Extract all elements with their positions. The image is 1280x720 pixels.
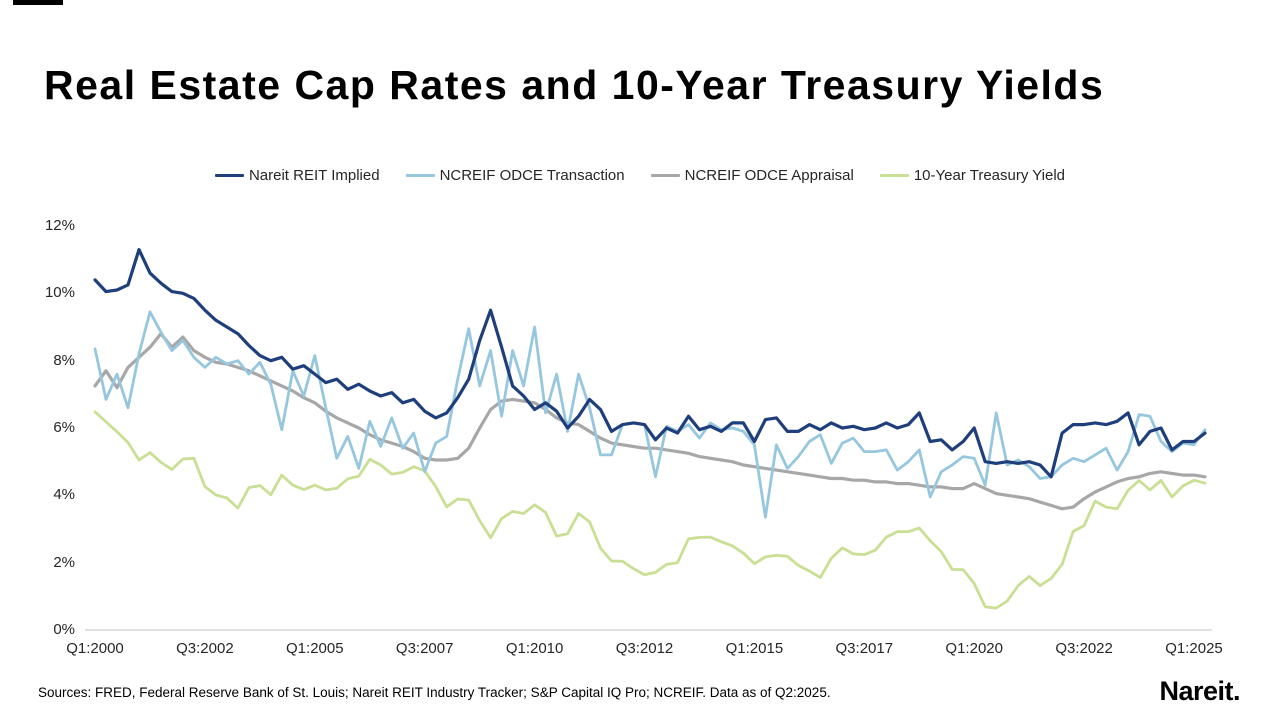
legend-label: NCREIF ODCE Transaction [439,167,625,184]
chart-legend: Nareit REIT Implied NCREIF ODCE Transacti… [0,167,1280,184]
legend-item-ncreif-odce-transaction: NCREIF ODCE Transaction [405,167,625,184]
x-axis-label: Q1:2010 [505,640,564,657]
legend-swatch-ncreif-odce-appraisal [650,173,680,178]
y-axis-label: 0% [53,621,75,638]
legend-swatch-10-year-treasury-yield [879,173,909,178]
y-axis-label: 10% [44,284,75,302]
x-axis-label: Q3:2017 [835,640,894,657]
legend-swatch-ncreif-odce-transaction [405,173,435,178]
x-axis-label: Q3:2007 [395,640,454,657]
x-axis-label: Q3:2002 [176,640,234,657]
series-line-nareit-reit-implied [93,248,1207,479]
x-axis-label: Q3:2012 [615,640,674,657]
series-line-ncreif-odce-transaction [93,310,1207,519]
legend-label: Nareit REIT Implied [248,167,380,184]
series-line-ncreif-odce-appraisal [93,332,1207,511]
legend-item-ncreif-odce-appraisal: NCREIF ODCE Appraisal [650,167,854,184]
top-accent-bar [13,0,63,5]
x-axis-label: Q1:2020 [945,640,1003,657]
x-axis-label: Q1:2005 [286,640,344,657]
y-axis-label: 2% [53,553,75,571]
nareit-logo-text: Nareit [1159,676,1233,706]
source-note: Sources: FRED, Federal Reserve Bank of S… [38,685,831,700]
legend-label: 10-Year Treasury Yield [913,167,1066,184]
nareit-logo-dot: . [1232,676,1241,706]
legend-item-nareit-reit-implied: Nareit REIT Implied [214,167,380,184]
legend-item-10-year-treasury-yield: 10-Year Treasury Yield [879,167,1066,184]
legend-swatch-nareit-reit-implied [214,173,244,178]
x-axis-label: Q1:2015 [725,640,784,657]
nareit-logo: Nareit. [1159,676,1240,707]
x-axis-label: Q1:2000 [66,640,124,657]
y-axis-label: 6% [53,419,75,436]
y-axis-label: 12% [44,217,75,234]
x-axis-label: Q3:2022 [1055,640,1113,657]
page-title: Real Estate Cap Rates and 10-Year Treasu… [44,62,1105,109]
series-line-10-year-treasury-yield [93,410,1207,610]
legend-label: NCREIF ODCE Appraisal [684,167,854,184]
y-axis-label: 4% [53,486,75,504]
x-axis-label: Q1:2025 [1165,640,1223,657]
y-axis-label: 8% [53,351,75,369]
